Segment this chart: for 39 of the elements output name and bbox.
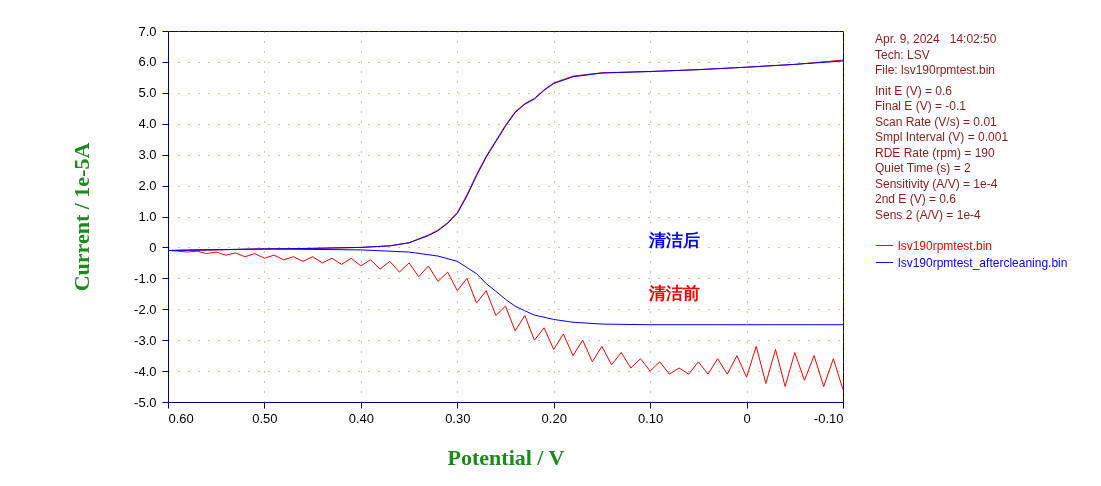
text: 2nd E (V) = 0.6 bbox=[875, 192, 958, 208]
x-tick-label: 0.20 bbox=[541, 410, 567, 426]
annotation: 清洁前 bbox=[649, 282, 700, 305]
text: Final E (V) = -0.1 bbox=[875, 99, 968, 115]
y-tick-label: 5.0 bbox=[138, 85, 157, 101]
x-tick-label: 0.30 bbox=[445, 410, 471, 426]
text: Scan Rate (V/s) = 0.01 bbox=[875, 114, 998, 130]
y-tick-label: -5.0 bbox=[134, 394, 157, 410]
x-tick-label: -0.10 bbox=[813, 410, 844, 426]
legend-label: lsv190rpmtest.bin bbox=[898, 238, 993, 253]
x-tick-label: 0.60 bbox=[168, 410, 194, 426]
text: Init E (V) = 0.6 bbox=[875, 83, 954, 99]
x-tick-label: 0.50 bbox=[252, 410, 278, 426]
y-tick-label: 1.0 bbox=[138, 209, 157, 224]
y-axis-title: Current / 1e-5A bbox=[69, 142, 95, 292]
legend-label: lsv190rpmtest_aftercleaning.bin bbox=[898, 255, 1068, 270]
y-tick-label: 3.0 bbox=[138, 147, 157, 163]
text: Quiet Time (s) = 2 bbox=[875, 161, 972, 177]
y-tick-label: 4.0 bbox=[138, 116, 157, 132]
y-tick-label: -2.0 bbox=[134, 301, 157, 317]
y-tick-label: 2.0 bbox=[138, 178, 157, 194]
y-tick-label: -1.0 bbox=[134, 270, 157, 286]
y-tick-label: -3.0 bbox=[134, 332, 157, 348]
x-axis-title: Potential / V bbox=[447, 444, 565, 470]
y-tick-label: -4.0 bbox=[134, 363, 157, 379]
text: File: lsv190rpmtest.bin bbox=[875, 63, 997, 79]
x-tick-label: 0.10 bbox=[637, 410, 664, 426]
text: Smpl Interval (V) = 0.001 bbox=[875, 130, 1009, 146]
text: Tech: LSV bbox=[875, 47, 931, 63]
x-tick-label: 0 bbox=[743, 410, 751, 426]
text: Sensitivity (A/V) = 1e-4 bbox=[875, 176, 999, 192]
text: Apr. 9, 2024 14:02:50 bbox=[875, 32, 998, 48]
annotation: 清洁后 bbox=[649, 229, 700, 252]
text: RDE Rate (rpm) = 190 bbox=[875, 145, 996, 161]
text: Sens 2 (A/V) = 1e-4 bbox=[875, 207, 982, 223]
y-tick-label: 0 bbox=[149, 239, 157, 255]
y-tick-label: 7.0 bbox=[138, 23, 157, 39]
y-tick-label: 6.0 bbox=[138, 54, 157, 70]
x-tick-label: 0.40 bbox=[348, 410, 375, 426]
